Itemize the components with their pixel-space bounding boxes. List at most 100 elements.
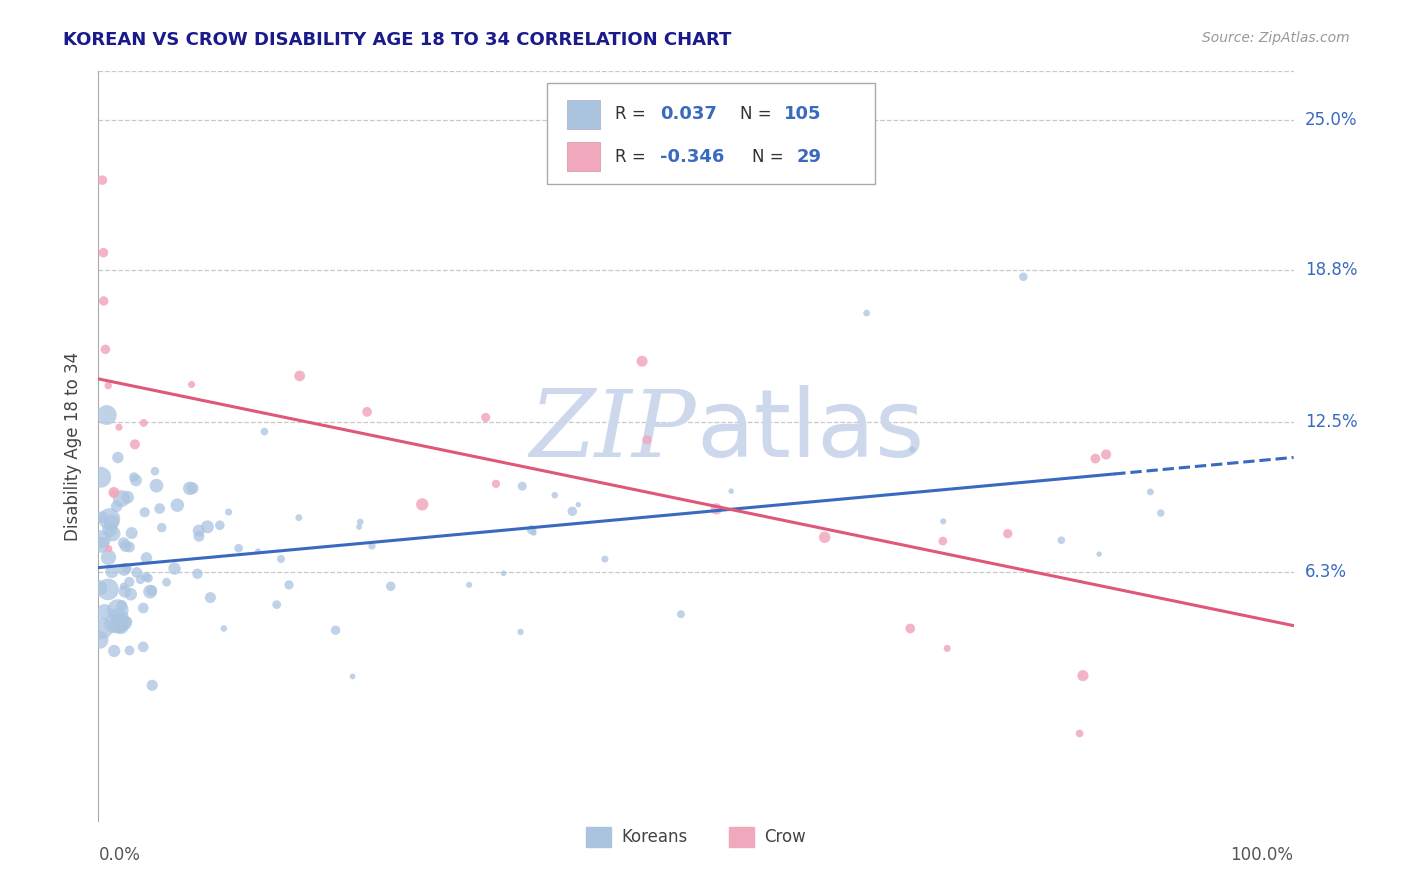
Point [124, 437, 146, 451]
Text: 0.037: 0.037 [661, 105, 717, 123]
Point [97, 582, 120, 597]
Point [814, 530, 837, 544]
Point [278, 578, 301, 592]
Text: 100.0%: 100.0% [1230, 846, 1294, 863]
Point [186, 566, 208, 581]
Text: ZIP: ZIP [529, 386, 696, 476]
Point [132, 640, 155, 654]
Point [98, 512, 121, 526]
Point [1050, 533, 1073, 548]
Point [187, 524, 209, 538]
Text: 29: 29 [796, 147, 821, 166]
Point [101, 526, 124, 541]
Point [1012, 269, 1035, 284]
Point [195, 520, 218, 534]
Point [108, 420, 131, 434]
Point [103, 486, 125, 500]
Point [136, 571, 159, 585]
Point [932, 534, 955, 549]
Point [132, 416, 155, 430]
Point [149, 501, 172, 516]
Point [492, 566, 515, 581]
Text: R =: R = [614, 147, 645, 166]
Point [94, 343, 117, 357]
Point [631, 354, 654, 368]
Point [93, 293, 115, 308]
Text: 6.3%: 6.3% [1305, 563, 1347, 581]
Point [270, 552, 292, 566]
Point [720, 484, 742, 499]
Point [90, 510, 112, 524]
Point [150, 521, 173, 535]
Point [458, 578, 481, 592]
Point [266, 598, 288, 612]
Point [141, 678, 163, 692]
Text: -0.346: -0.346 [661, 147, 724, 166]
Point [91, 621, 114, 635]
Point [90, 538, 112, 552]
Point [101, 565, 124, 579]
Point [1088, 547, 1111, 561]
Point [593, 552, 616, 566]
Point [163, 561, 186, 575]
Text: Source: ZipAtlas.com: Source: ZipAtlas.com [1202, 31, 1350, 45]
Point [485, 476, 508, 491]
Point [114, 615, 136, 630]
Point [1095, 448, 1118, 462]
FancyBboxPatch shape [567, 143, 600, 171]
Point [145, 479, 167, 493]
Point [166, 498, 188, 512]
Point [523, 525, 546, 540]
Point [107, 608, 129, 623]
Point [90, 470, 112, 484]
Point [349, 515, 371, 529]
Point [135, 551, 157, 566]
Point [1139, 484, 1161, 499]
Point [96, 408, 118, 422]
Point [342, 669, 364, 683]
Point [1150, 506, 1173, 520]
Point [118, 574, 141, 589]
Text: 105: 105 [785, 105, 823, 123]
Point [356, 405, 378, 419]
Point [520, 523, 543, 537]
Point [1071, 668, 1094, 682]
Point [179, 481, 201, 495]
Point [125, 473, 148, 487]
Point [93, 245, 115, 260]
Point [932, 514, 955, 528]
Point [361, 539, 384, 553]
Point [247, 544, 270, 558]
Point [89, 632, 111, 647]
Point [544, 488, 567, 502]
Point [474, 410, 496, 425]
Point [228, 541, 250, 556]
Point [97, 378, 120, 392]
Point [114, 539, 136, 553]
Point [901, 442, 924, 457]
Point [134, 505, 156, 519]
Point [855, 306, 877, 320]
Point [100, 515, 122, 529]
Point [120, 587, 142, 601]
Point [411, 497, 433, 511]
Point [90, 533, 112, 547]
Point [107, 450, 129, 465]
Point [1069, 726, 1091, 740]
Point [110, 618, 132, 632]
Point [103, 644, 125, 658]
Point [93, 605, 115, 619]
Text: atlas: atlas [696, 385, 924, 477]
Point [117, 615, 139, 629]
Point [288, 368, 311, 383]
FancyBboxPatch shape [547, 83, 876, 184]
Point [208, 518, 231, 533]
Point [212, 622, 235, 636]
Text: 18.8%: 18.8% [1305, 260, 1357, 278]
Point [91, 173, 114, 187]
Point [218, 505, 240, 519]
Point [706, 502, 728, 516]
Point [122, 470, 145, 484]
Point [347, 520, 370, 534]
Point [97, 541, 120, 556]
